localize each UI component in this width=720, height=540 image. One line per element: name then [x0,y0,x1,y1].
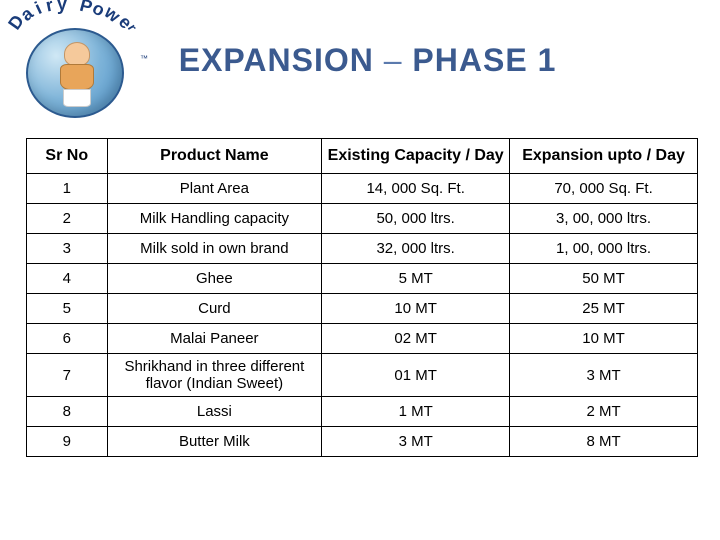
cell-sr: 6 [27,324,108,354]
cell-sr: 7 [27,354,108,397]
col-sr-no: Sr No [27,139,108,174]
cell-existing: 5 MT [322,264,510,294]
cell-existing: 32, 000 ltrs. [322,234,510,264]
cell-product: Butter Milk [107,427,322,457]
table-row: 9 Butter Milk 3 MT 8 MT [27,427,698,457]
cell-existing: 14, 000 Sq. Ft. [322,174,510,204]
cell-sr: 2 [27,204,108,234]
cell-product: Malai Paneer [107,324,322,354]
cell-expansion: 2 MT [510,397,698,427]
cell-expansion: 8 MT [510,427,698,457]
cell-expansion: 70, 000 Sq. Ft. [510,174,698,204]
table-row: 4 Ghee 5 MT 50 MT [27,264,698,294]
col-existing-capacity: Existing Capacity / Day [322,139,510,174]
cell-product: Plant Area [107,174,322,204]
table-row: 1 Plant Area 14, 000 Sq. Ft. 70, 000 Sq.… [27,174,698,204]
expansion-table-container: Sr No Product Name Existing Capacity / D… [26,138,698,457]
cell-sr: 5 [27,294,108,324]
cell-existing: 3 MT [322,427,510,457]
table-row: 2 Milk Handling capacity 50, 000 ltrs. 3… [27,204,698,234]
cell-existing: 1 MT [322,397,510,427]
cell-expansion: 25 MT [510,294,698,324]
cell-sr: 1 [27,174,108,204]
mascot-icon [50,42,104,110]
expansion-table: Sr No Product Name Existing Capacity / D… [26,138,698,457]
cell-existing: 02 MT [322,324,510,354]
table-row: 3 Milk sold in own brand 32, 000 ltrs. 1… [27,234,698,264]
logo-letter: y [57,0,67,15]
col-expansion-upto: Expansion upto / Day [510,139,698,174]
trademark-icon: ™ [140,54,148,63]
cell-product: Milk Handling capacity [107,204,322,234]
cell-existing: 50, 000 ltrs. [322,204,510,234]
cell-product: Lassi [107,397,322,427]
table-row: 8 Lassi 1 MT 2 MT [27,397,698,427]
cell-existing: 01 MT [322,354,510,397]
brand-logo: D a i r y P o w e r ™ [8,8,153,123]
page-title: EXPANSION – PHASE 1 [179,42,557,79]
cell-expansion: 1, 00, 000 ltrs. [510,234,698,264]
title-dash: – [384,42,403,78]
table-row: 5 Curd 10 MT 25 MT [27,294,698,324]
cell-sr: 4 [27,264,108,294]
col-product-name: Product Name [107,139,322,174]
cell-expansion: 3 MT [510,354,698,397]
cell-expansion: 50 MT [510,264,698,294]
cell-product: Shrikhand in three different flavor (Ind… [107,354,322,397]
cell-expansion: 10 MT [510,324,698,354]
table-row: 6 Malai Paneer 02 MT 10 MT [27,324,698,354]
cell-sr: 8 [27,397,108,427]
cell-sr: 9 [27,427,108,457]
table-header-row: Sr No Product Name Existing Capacity / D… [27,139,698,174]
cell-product: Curd [107,294,322,324]
table-row: 7 Shrikhand in three different flavor (I… [27,354,698,397]
cell-existing: 10 MT [322,294,510,324]
cell-expansion: 3, 00, 000 ltrs. [510,204,698,234]
title-prefix: EXPANSION [179,42,374,78]
logo-letter: r [44,0,55,16]
cell-product: Milk sold in own brand [107,234,322,264]
cell-product: Ghee [107,264,322,294]
title-suffix: PHASE 1 [412,42,556,78]
cell-sr: 3 [27,234,108,264]
